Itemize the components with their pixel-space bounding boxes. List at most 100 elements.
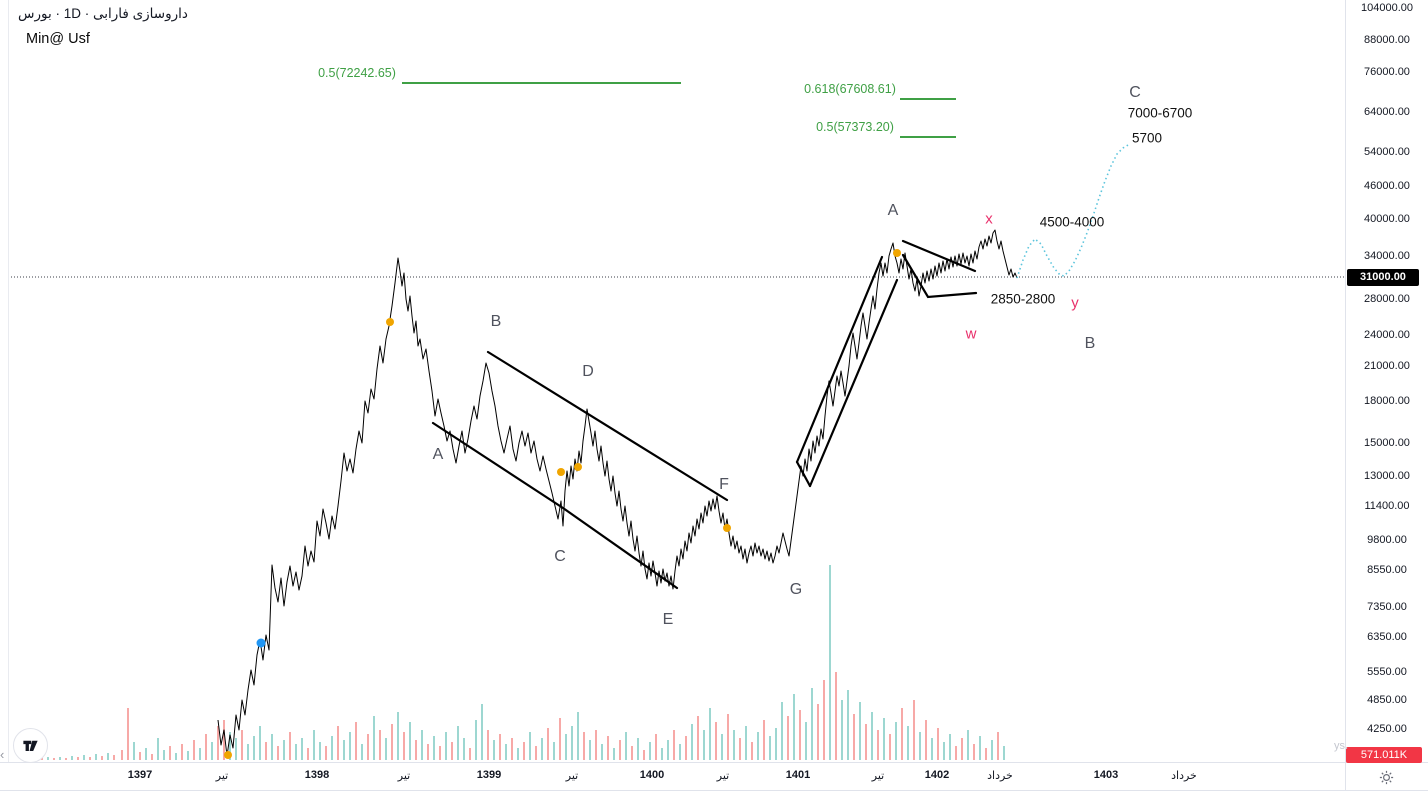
- settings-gear-button[interactable]: [1374, 765, 1398, 789]
- volume-bar: [253, 736, 255, 760]
- time-axis-divider: [0, 762, 1428, 763]
- projection-path[interactable]: [1016, 144, 1129, 279]
- collapse-panel-arrow[interactable]: ‹: [0, 747, 5, 762]
- price-axis-label: 54000.00: [1364, 146, 1410, 158]
- price-axis-label: 46000.00: [1364, 180, 1410, 192]
- tradingview-logo[interactable]: [13, 728, 48, 763]
- price-axis-label: 9800.00: [1367, 534, 1407, 546]
- volume-bar: [571, 726, 573, 760]
- volume-bar: [157, 738, 159, 760]
- trendline-0[interactable]: [486, 350, 729, 502]
- price-axis-label: 28000.00: [1364, 293, 1410, 305]
- price-axis-label: 24000.00: [1364, 329, 1410, 341]
- volume-bar: [613, 748, 615, 760]
- price-axis-label: 34000.00: [1364, 250, 1410, 262]
- volume-bar: [835, 672, 837, 760]
- volume-bar: [535, 746, 537, 760]
- volume-bar: [487, 730, 489, 760]
- price-axis-label: 8550.00: [1367, 564, 1407, 576]
- trendline-4[interactable]: [795, 460, 812, 488]
- time-axis-label: تیر: [397, 770, 411, 782]
- volume-bar: [691, 724, 693, 760]
- price-axis-label: 104000.00: [1361, 2, 1413, 14]
- price-axis-label: 64000.00: [1364, 106, 1410, 118]
- orange-marker-dot[interactable]: [386, 318, 394, 326]
- price-axis-label: 5550.00: [1367, 666, 1407, 678]
- volume-bar: [385, 738, 387, 760]
- price-axis-label: 21000.00: [1364, 360, 1410, 372]
- volume-bar: [367, 734, 369, 760]
- volume-bar: [163, 750, 165, 760]
- volume-bar: [475, 720, 477, 760]
- volume-bar: [883, 718, 885, 760]
- volume-bar: [553, 742, 555, 760]
- volume-bar: [787, 716, 789, 760]
- volume-bar: [241, 730, 243, 760]
- volume-bar: [913, 700, 915, 760]
- left-panel-divider[interactable]: [8, 0, 9, 762]
- volume-bar: [625, 732, 627, 760]
- trendline-5[interactable]: [901, 239, 977, 273]
- volume-bar: [985, 748, 987, 760]
- volume-bar: [337, 726, 339, 760]
- volume-bar: [307, 748, 309, 760]
- volume-bar: [391, 724, 393, 760]
- volume-bar: [89, 757, 91, 760]
- volume-bar: [181, 744, 183, 760]
- volume-bar: [415, 740, 417, 760]
- volume-bar: [445, 732, 447, 760]
- trendline-2[interactable]: [795, 255, 884, 464]
- volume-bar: [229, 732, 231, 760]
- volume-bar: [997, 732, 999, 760]
- volume-bar: [175, 753, 177, 760]
- volume-bar: [259, 726, 261, 760]
- volume-bar: [829, 565, 831, 760]
- trendline-6[interactable]: [901, 253, 978, 299]
- time-axis[interactable]: 1397 تیر 1398 تیر 1399 تیر 1400 تیر 1401 تیر 1402 خ…: [0, 762, 1345, 790]
- price-axis-label: 15000.00: [1364, 437, 1410, 449]
- volume-bar: [751, 742, 753, 760]
- price-axis[interactable]: 104000.00 88000.00 76000.00 64000.00 54000.0…: [1346, 0, 1428, 762]
- volume-bar: [823, 680, 825, 760]
- volume-badge: 571.011K: [1346, 747, 1422, 763]
- symbol-title[interactable]: داروسازی فارابی · 1D · بورس: [18, 6, 188, 21]
- volume-bar: [943, 742, 945, 760]
- volume-bar: [59, 757, 61, 760]
- volume-bar: [71, 756, 73, 760]
- price-axis-label: 4850.00: [1367, 694, 1407, 706]
- volume-bar: [107, 753, 109, 760]
- volume-bar: [595, 730, 597, 760]
- volume-bar: [889, 734, 891, 760]
- volume-bar: [349, 732, 351, 760]
- volume-bar: [523, 742, 525, 760]
- volume-bar: [565, 734, 567, 760]
- price-axis-label: 11400.00: [1364, 500, 1410, 512]
- blue-marker-dot[interactable]: [256, 638, 266, 648]
- volume-bar: [703, 730, 705, 760]
- price-axis-divider[interactable]: [1345, 0, 1346, 790]
- orange-marker-dot[interactable]: [224, 751, 232, 759]
- volume-bar: [1003, 746, 1005, 760]
- volume-bar: [805, 722, 807, 760]
- time-axis-label: تیر: [716, 770, 730, 782]
- volume-bar: [319, 742, 321, 760]
- orange-marker-dot[interactable]: [557, 468, 565, 476]
- orange-marker-dot[interactable]: [723, 524, 731, 532]
- volume-bar: [77, 757, 79, 760]
- volume-bar: [847, 690, 849, 760]
- trendline-1[interactable]: [431, 421, 679, 590]
- orange-marker-dot[interactable]: [574, 463, 582, 471]
- time-axis-label: 1401: [785, 769, 811, 781]
- volume-bar: [223, 720, 225, 760]
- volume-bar: [139, 752, 141, 760]
- volume-bar: [937, 728, 939, 760]
- trendline-3[interactable]: [808, 278, 899, 488]
- chart-note-text[interactable]: Min@ Usf: [26, 31, 90, 47]
- volume-bar: [601, 744, 603, 760]
- volume-bar: [895, 722, 897, 760]
- volume-bar: [871, 712, 873, 760]
- orange-marker-dot[interactable]: [893, 249, 901, 257]
- volume-bar: [439, 746, 441, 760]
- volume-bar: [53, 758, 55, 760]
